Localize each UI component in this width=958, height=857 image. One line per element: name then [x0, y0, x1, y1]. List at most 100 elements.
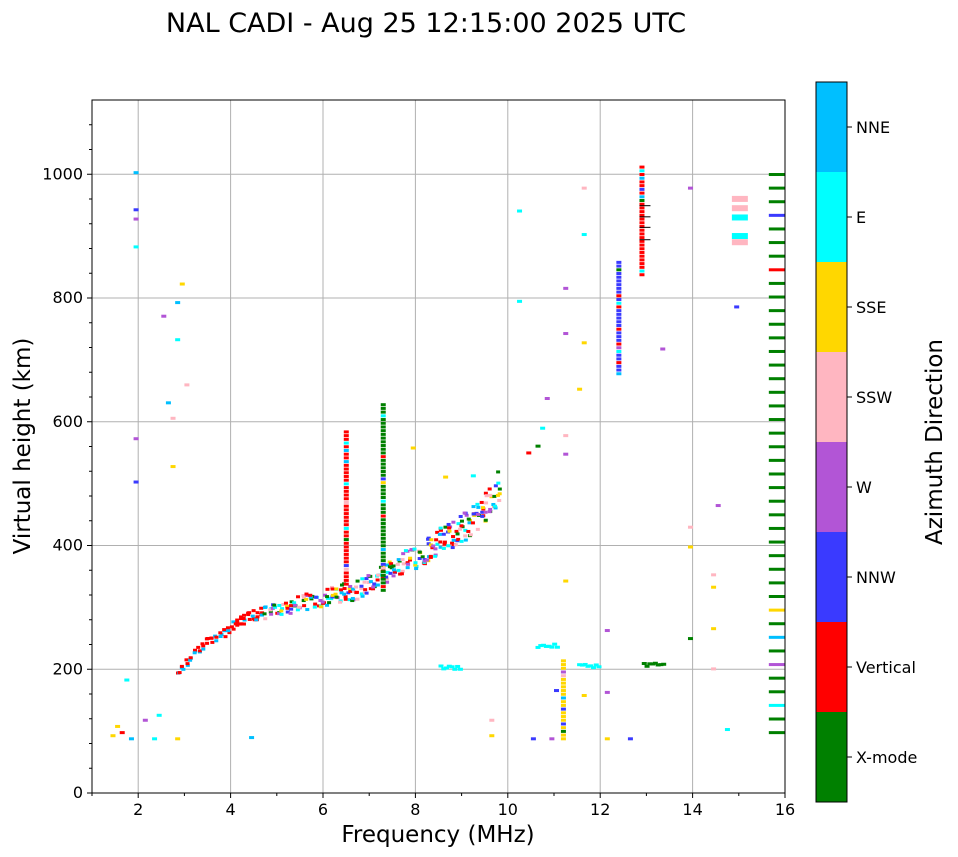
- echo-point: [380, 410, 386, 414]
- echo-point: [380, 573, 386, 577]
- plot-frame: [91, 99, 786, 794]
- echo-point: [604, 690, 610, 694]
- colorbar-label: SSW: [856, 388, 892, 407]
- echo-point: [343, 545, 349, 549]
- echo-point: [560, 703, 566, 707]
- echo-point: [552, 642, 558, 646]
- echo-point: [464, 513, 469, 517]
- echo-point: [219, 633, 224, 637]
- echo-point: [380, 436, 386, 440]
- echo-point: [585, 664, 591, 668]
- echo-point: [734, 305, 740, 309]
- echo-point: [768, 309, 785, 313]
- echo-point: [283, 601, 288, 605]
- echo-point: [255, 611, 260, 615]
- echo-point: [380, 458, 386, 462]
- echo-point: [484, 494, 489, 498]
- grid: [92, 100, 785, 793]
- echo-point: [313, 595, 318, 599]
- echo-point: [428, 555, 433, 559]
- echo-point: [185, 662, 190, 666]
- echo-point: [343, 437, 349, 441]
- echo-point: [301, 596, 306, 600]
- echo-point: [549, 737, 555, 741]
- echo-point: [639, 205, 651, 207]
- echo-point: [343, 526, 349, 530]
- echo-point: [470, 521, 475, 525]
- echo-point: [181, 667, 186, 671]
- echo-point: [639, 180, 645, 184]
- echo-point: [329, 585, 334, 589]
- echo-point: [133, 245, 139, 249]
- echo-point: [277, 603, 282, 607]
- echo-point: [639, 173, 645, 177]
- echo-point: [560, 692, 566, 696]
- echo-point: [563, 452, 569, 456]
- echo-point: [496, 481, 501, 485]
- colorbar-label: SSE: [856, 298, 886, 317]
- echo-point: [768, 567, 785, 571]
- echo-point: [229, 625, 234, 629]
- echo-point: [560, 681, 566, 685]
- echo-point: [639, 269, 645, 273]
- echo-point: [687, 186, 693, 190]
- colorbar-segment: [816, 622, 847, 712]
- echo-point: [231, 627, 236, 631]
- echo-point: [496, 470, 501, 474]
- echo-point: [616, 268, 622, 272]
- echo-point: [616, 335, 622, 339]
- echo-point: [251, 609, 256, 613]
- echo-point: [343, 512, 349, 516]
- echo-point: [616, 327, 622, 331]
- echo-point: [493, 506, 498, 510]
- echo-point: [768, 717, 785, 721]
- echo-point: [544, 397, 550, 400]
- y-tick-label: 600: [52, 412, 83, 431]
- echo-point: [270, 606, 275, 610]
- echo-point: [616, 309, 622, 313]
- echo-points: [110, 165, 785, 741]
- echo-point: [343, 552, 349, 556]
- echo-point: [462, 511, 467, 515]
- echo-point: [371, 585, 376, 589]
- echo-point: [517, 299, 523, 303]
- echo-point: [222, 628, 227, 632]
- echo-point: [616, 294, 622, 298]
- echo-point: [380, 414, 386, 418]
- echo-point: [431, 544, 436, 548]
- echo-point: [768, 363, 785, 367]
- echo-point: [768, 227, 785, 231]
- echo-point: [476, 512, 481, 516]
- echo-point: [250, 614, 255, 618]
- echo-point: [343, 471, 349, 475]
- echo-point: [205, 636, 210, 640]
- echo-point: [616, 279, 622, 283]
- echo-point: [380, 577, 386, 581]
- echo-point: [560, 711, 566, 715]
- echo-point: [395, 562, 400, 566]
- echo-point: [343, 556, 349, 560]
- echo-point: [456, 522, 461, 526]
- echo-point: [616, 298, 622, 301]
- echo-point: [334, 595, 339, 599]
- echo-point: [731, 205, 748, 212]
- echo-point: [581, 341, 587, 345]
- echo-point: [616, 342, 622, 346]
- echo-point: [438, 526, 443, 530]
- echo-point: [246, 611, 251, 615]
- echo-point: [201, 647, 206, 651]
- echo-point: [301, 594, 306, 598]
- echo-point: [639, 236, 645, 240]
- echo-point: [429, 538, 434, 542]
- echo-point: [280, 607, 285, 611]
- echo-point: [380, 559, 386, 563]
- echo-point: [380, 514, 386, 518]
- echo-point: [351, 587, 356, 591]
- echo-point: [330, 587, 335, 591]
- echo-point: [768, 622, 785, 626]
- echo-point: [428, 543, 433, 547]
- echo-point: [639, 239, 651, 241]
- echo-point: [385, 580, 390, 584]
- echo-point: [343, 430, 349, 434]
- echo-point: [218, 631, 223, 635]
